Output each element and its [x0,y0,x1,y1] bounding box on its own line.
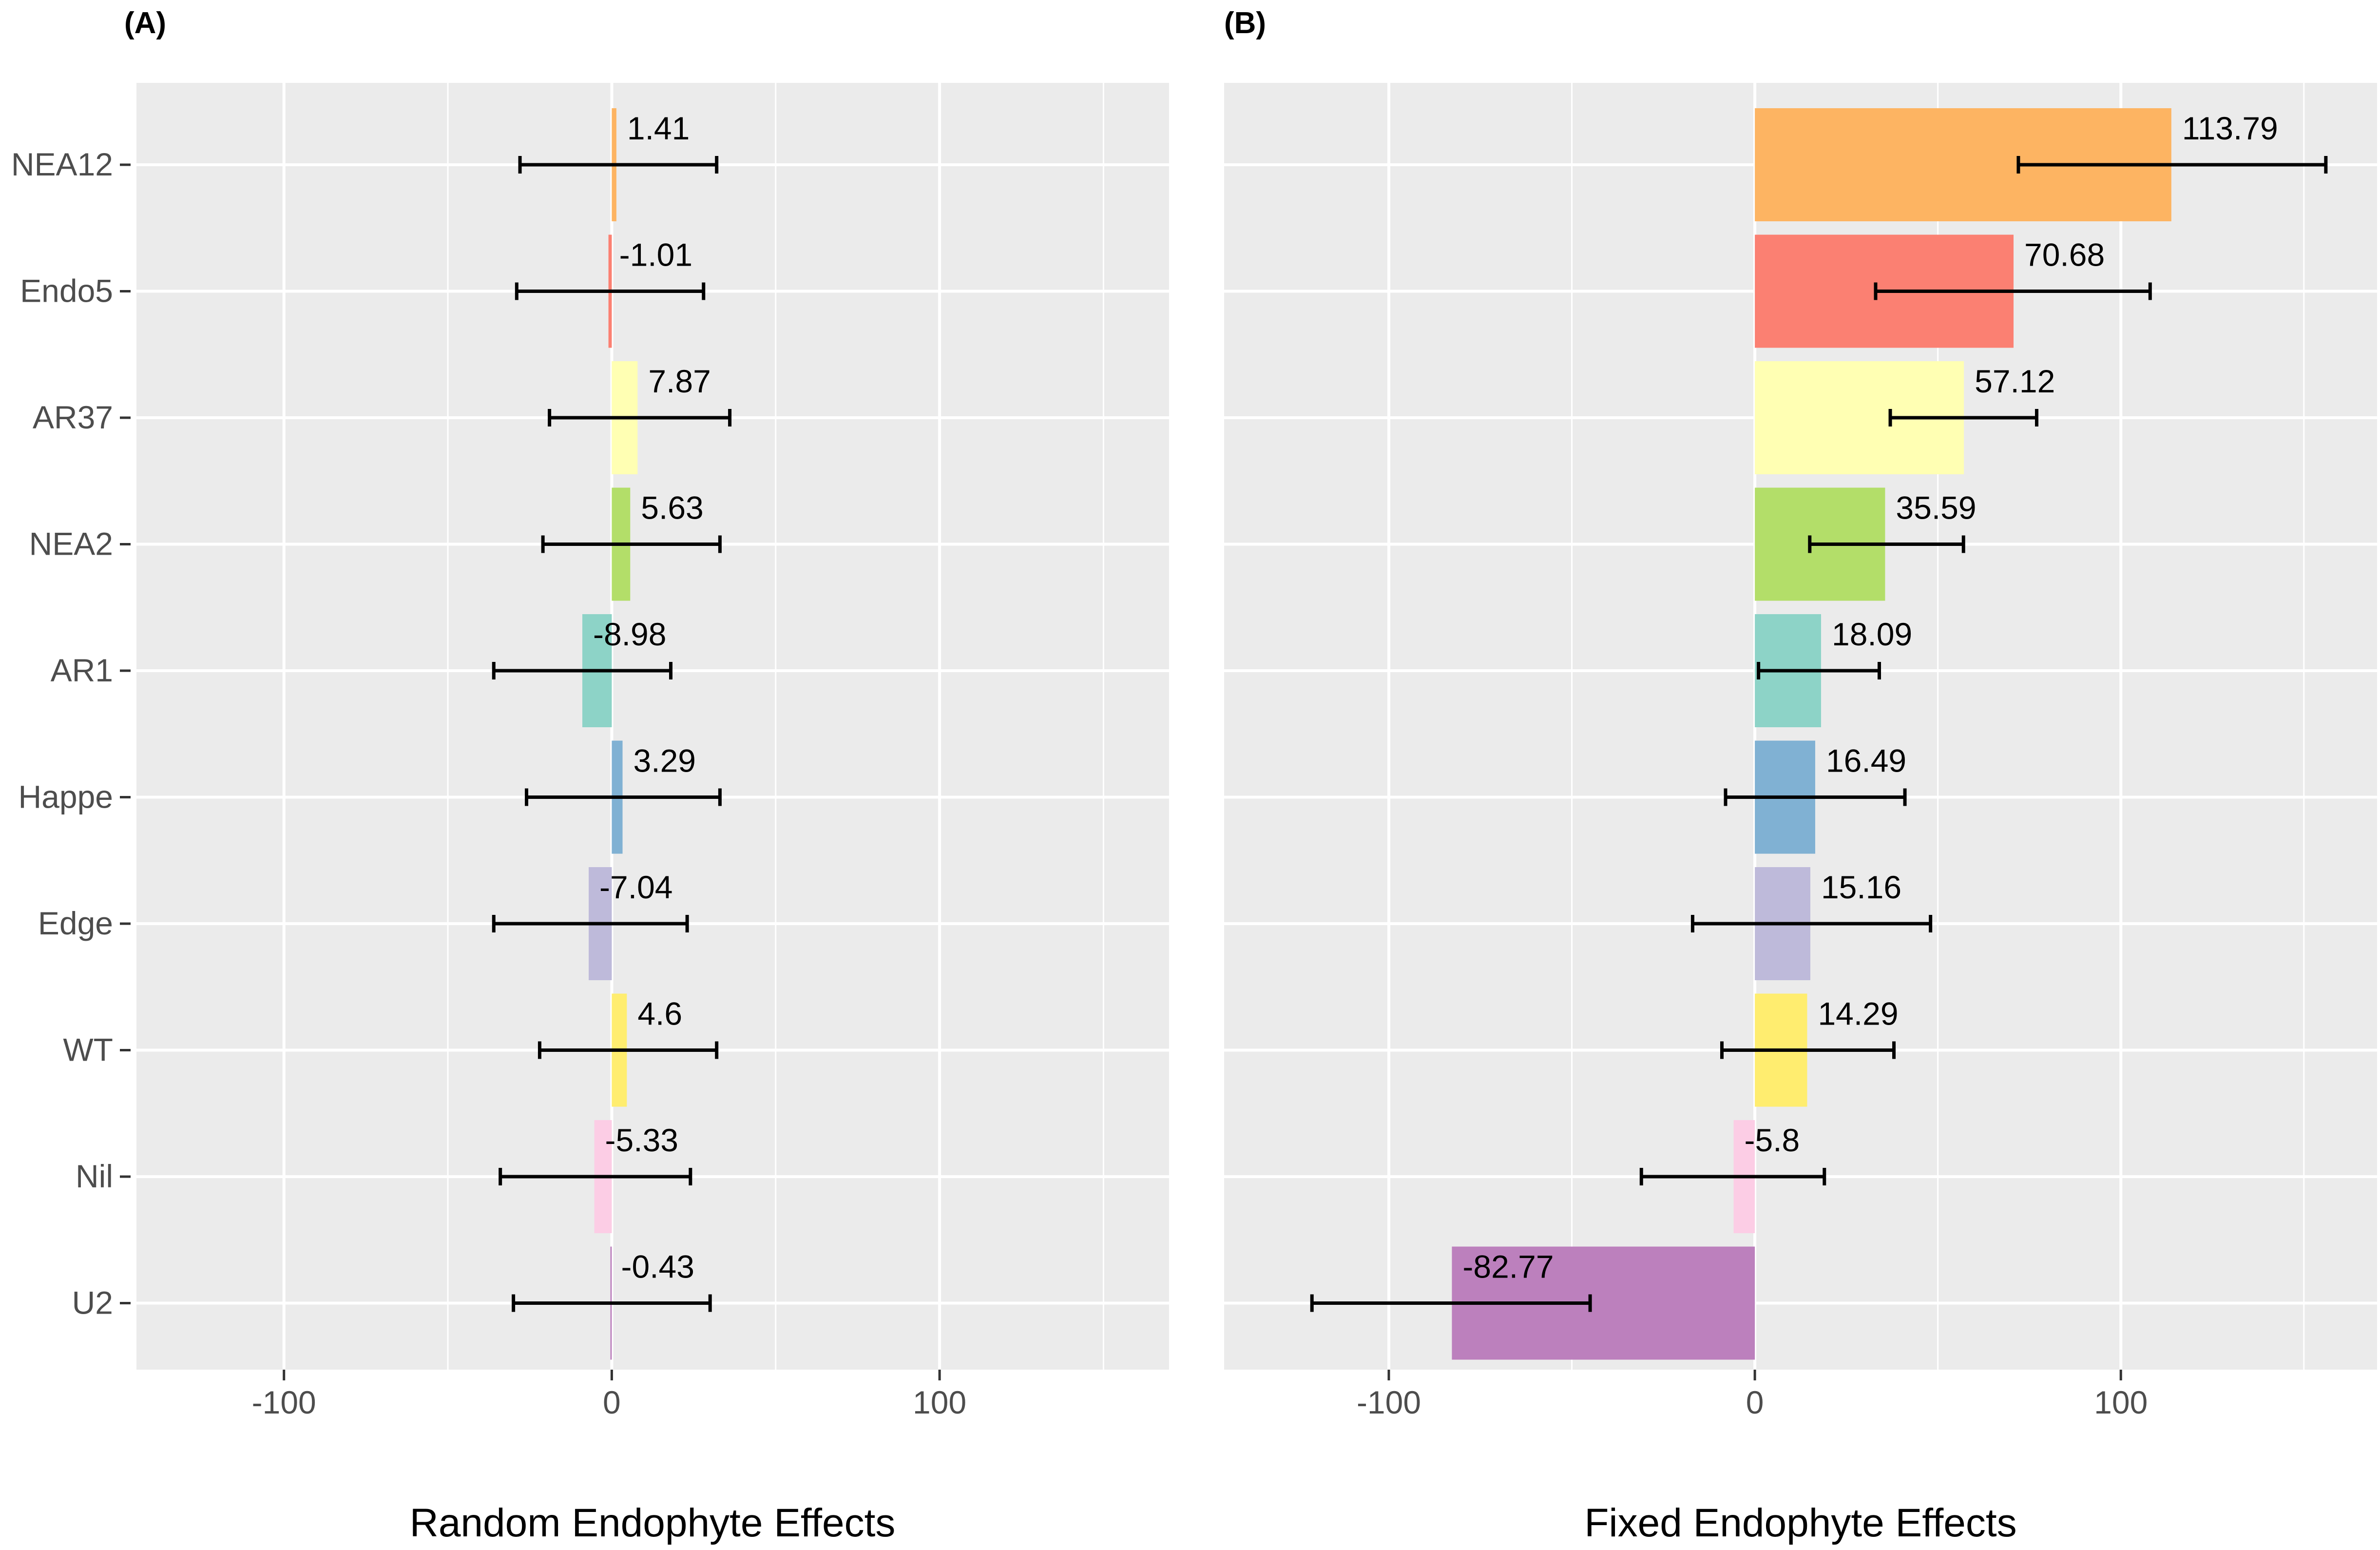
data-label-endo5: -1.01 [619,237,692,273]
data-label-happe: 16.49 [1826,743,1906,779]
data-label-nil: -5.8 [1745,1122,1800,1158]
x-axis-title-b: Fixed Endophyte Effects [1584,1501,2016,1545]
category-label-nea2: NEA2 [29,526,113,562]
category-labels-a: NEA12 Endo5 AR37 NEA2 AR1 Happe Edge WT Nil U2 [11,146,131,1321]
data-label-edge: -7.04 [599,869,672,905]
data-label-happe: 3.29 [633,743,696,779]
x-tick-label: -100 [1357,1384,1421,1420]
data-labels-a: 1.41 -1.01 7.87 5.63 -8.98 3.29 -7.04 4.6 -5.33 -… [593,110,711,1285]
category-label-nea12: NEA12 [11,146,113,182]
x-tick-labels-a: -100 0 100 [252,1370,966,1420]
data-label-u2: -0.43 [621,1249,694,1285]
data-labels-b: 113.79 70.68 57.12 35.59 18.09 16.49 15.16 14.2… [1462,110,2278,1285]
data-label-wt: 14.29 [1818,996,1898,1032]
data-label-nil: -5.33 [605,1122,678,1158]
x-tick-labels-b: -100 0 100 [1357,1370,2148,1420]
data-label-nea2: 5.63 [641,490,703,526]
category-label-ar37: AR37 [33,399,113,435]
panel-b-fixed-effects: (B) 113.79 70.68 57.12 35.59 18.09 16.49 15.16… [1224,6,2377,1545]
plot-background-a [136,83,1169,1370]
data-label-edge: 15.16 [1821,869,1901,905]
data-label-wt: 4.6 [637,996,682,1032]
category-label-happe: Happe [19,779,114,815]
panel-a-random-effects: (A) 1.41 -1.01 7.87 5.63 -8.98 3.29 -7.04 4.6 -5… [11,6,1169,1545]
error-bars-a [492,156,732,1312]
data-label-endo5: 70.68 [2024,237,2105,273]
panel-label-b: (B) [1224,6,1266,40]
category-label-endo5: Endo5 [20,273,113,309]
x-tick-label: 0 [1746,1384,1764,1420]
data-label-nea12: 113.79 [2182,110,2278,146]
x-tick-label: 100 [2094,1384,2148,1420]
category-label-u2: U2 [72,1285,113,1321]
data-label-ar37: 7.87 [648,363,710,399]
category-label-edge: Edge [38,905,113,941]
panel-label-a: (A) [124,6,166,40]
data-label-nea2: 35.59 [1896,490,1976,526]
data-label-ar1: 18.09 [1832,616,1912,652]
data-label-ar1: -8.98 [593,616,666,652]
error-bars-b [1310,156,2328,1312]
data-label-u2: -82.77 [1462,1249,1554,1285]
x-tick-label: 0 [603,1384,621,1420]
x-tick-label: -100 [252,1384,316,1420]
category-label-nil: Nil [76,1158,113,1194]
data-label-nea12: 1.41 [627,110,690,146]
x-axis-title-a: Random Endophyte Effects [410,1501,896,1545]
category-label-ar1: AR1 [51,652,113,688]
x-tick-label: 100 [913,1384,966,1420]
data-label-ar37: 57.12 [1975,363,2055,399]
category-label-wt: WT [63,1032,113,1068]
